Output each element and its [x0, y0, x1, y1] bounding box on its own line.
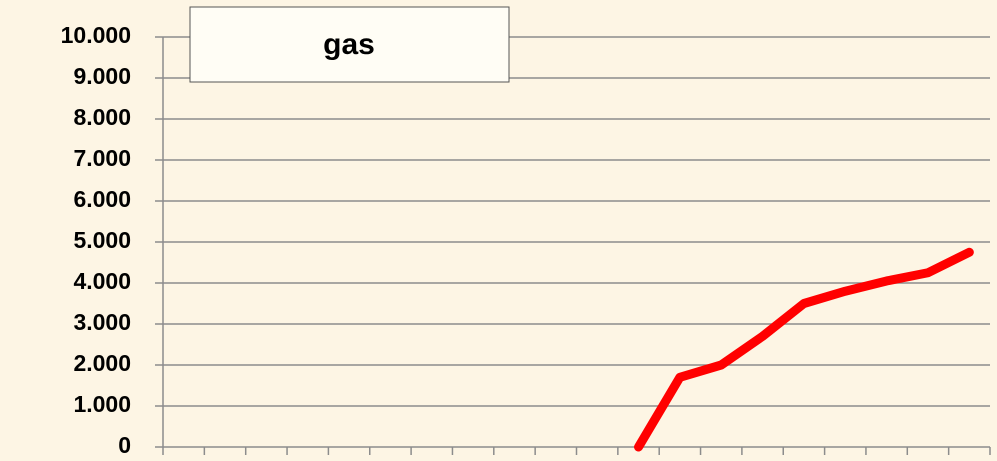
- y-tick-label: 8.000: [73, 104, 131, 130]
- title-box: [189, 6, 510, 83]
- line-series: [634, 247, 974, 452]
- y-tick-label: 2.000: [73, 350, 131, 376]
- y-tick-label: 6.000: [73, 186, 131, 212]
- y-tick-label: 10.000: [61, 22, 131, 48]
- chart-title: gas: [323, 28, 375, 61]
- y-tick-label: 4.000: [73, 268, 131, 294]
- y-tick-label: 1.000: [73, 391, 131, 417]
- y-tick-label: 7.000: [73, 145, 131, 171]
- y-tick-label: 3.000: [73, 309, 131, 335]
- y-tick-label: 0: [118, 432, 131, 458]
- y-tick-label: 9.000: [73, 63, 131, 89]
- y-tick-label: 5.000: [73, 227, 131, 253]
